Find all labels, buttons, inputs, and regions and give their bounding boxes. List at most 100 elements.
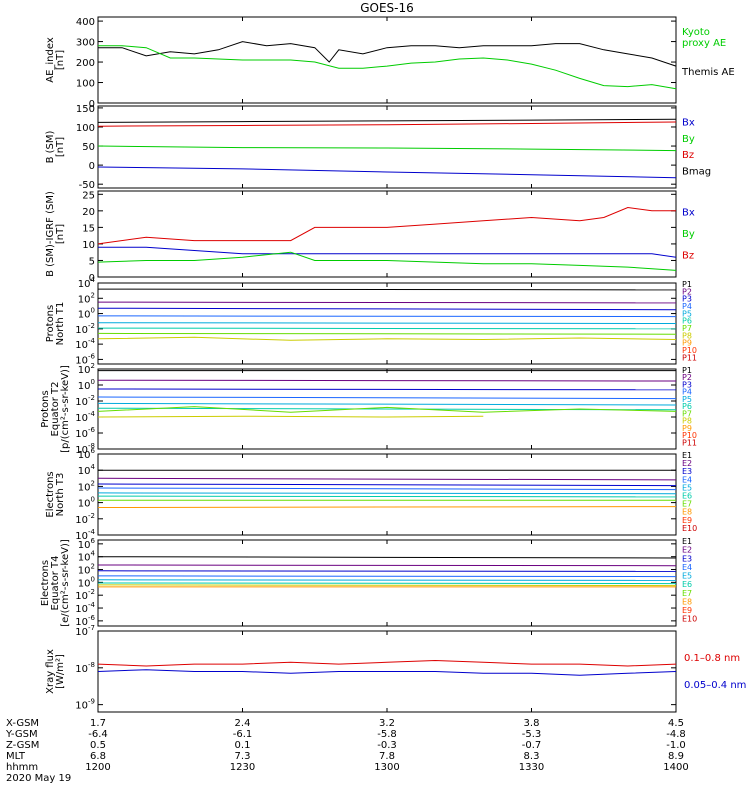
legend-label: By: [682, 134, 695, 145]
y-tick-base: 10: [75, 591, 88, 602]
legend-label: E9: [682, 606, 692, 615]
y-axis-label: Equator T2: [50, 382, 61, 437]
legend-label: P4: [682, 388, 692, 397]
series-line-bx: [97, 166, 677, 179]
series-line-0-05-0-4-nm: [97, 669, 677, 676]
legend-label: P7: [682, 324, 692, 333]
y-tick-label: 5: [89, 256, 95, 267]
x-axis-row-label: 2020 May 19: [6, 773, 71, 784]
legend-label: E4: [682, 475, 692, 484]
y-tick-label: 10-2: [75, 322, 95, 336]
x-tick-label: 7.8: [379, 751, 395, 762]
y-tick-base: 10: [75, 355, 88, 366]
legend-label: P8: [682, 417, 692, 426]
legend-label: 0.05–0.4 nm: [684, 680, 746, 691]
legend-label: Bz: [682, 251, 694, 262]
y-tick-exponent: 2: [91, 362, 95, 370]
y-axis-label: [W/m²]: [55, 654, 66, 689]
y-tick-base: 10: [78, 381, 91, 392]
y-tick-label: 10-2: [75, 512, 95, 526]
y-axis-label: Protons: [45, 305, 56, 342]
legend-label: E5: [682, 483, 692, 492]
x-tick-label: -5.3: [522, 729, 542, 740]
y-tick-exponent: -8: [88, 442, 95, 450]
y-tick-label: 102: [78, 291, 95, 305]
x-tick-label: 1.7: [90, 718, 106, 729]
legend-label: P6: [682, 317, 692, 326]
x-tick-label: 8.9: [668, 751, 684, 762]
series-line-bz: [97, 121, 677, 127]
series-line-p3: [97, 307, 677, 311]
legend-label: E6: [682, 580, 692, 589]
y-tick-base: 10: [78, 279, 91, 290]
y-tick-exponent: -6: [88, 352, 96, 360]
x-axis-row-label: X-GSM: [6, 718, 39, 729]
y-tick-label: 0: [89, 99, 95, 110]
y-tick-label: 50: [82, 142, 95, 153]
legend-label: P2: [682, 287, 692, 296]
y-tick-exponent: -4: [88, 601, 96, 609]
legend-label: Bz: [682, 150, 694, 161]
y-tick-base: 10: [75, 604, 88, 615]
y-axis-label: B (SM): [45, 130, 56, 163]
chart-title: GOES-16: [360, 1, 414, 15]
x-tick-label: 3.2: [379, 718, 395, 729]
series-line-by: [97, 251, 677, 271]
y-tick-exponent: -4: [88, 337, 96, 345]
series-line-e4: [97, 487, 677, 491]
y-axis-label: North T3: [55, 473, 66, 517]
series-line-p6: [97, 327, 677, 330]
y-tick-label: 150: [76, 104, 95, 115]
legend-label: E5: [682, 572, 692, 581]
y-axis-label: [p/(cm²-s-sr-keV)]: [60, 365, 71, 453]
legend-label: P10: [682, 431, 697, 440]
x-tick-label: 8.3: [524, 751, 540, 762]
series-line-e6: [97, 495, 677, 498]
y-tick-label: 100: [76, 123, 95, 134]
legend-label: E9: [682, 516, 692, 525]
legend-label: P1: [682, 366, 692, 375]
series-line-e3: [97, 483, 677, 487]
panel-3: 25 20 15 10 5 0 B (SM)-IGRF (SM) [nT] Bx By Bz: [45, 190, 695, 284]
x-axis-row-label: Y-GSM: [5, 729, 38, 740]
legend-label: E7: [682, 500, 692, 509]
x-axis-row-label: Z-GSM: [6, 740, 39, 751]
y-tick-label: 10-7: [75, 624, 95, 638]
y-tick-label: 10: [82, 240, 95, 251]
y-tick-base: 10: [78, 294, 91, 305]
legend-label: E2: [682, 459, 692, 468]
y-tick-base: 10: [75, 413, 88, 424]
y-tick-label: 100: [78, 378, 95, 392]
series-line-e2: [97, 564, 677, 567]
y-tick-label: 10-4: [75, 337, 95, 351]
series-line-p5: [97, 322, 677, 324]
y-tick-label: 0: [89, 161, 95, 172]
y-axis-label: North T1: [55, 302, 66, 346]
legend-label: Themis AE: [681, 67, 735, 78]
y-axis-label: [nT]: [55, 50, 66, 70]
y-tick-base: 10: [78, 365, 91, 376]
y-tick-base: 10: [75, 397, 88, 408]
legend-label: E8: [682, 508, 692, 517]
series-line-e8: [97, 506, 677, 508]
y-tick-exponent: -2: [88, 394, 95, 402]
y-tick-base: 10: [78, 482, 91, 493]
y-tick-label: 100: [78, 307, 95, 321]
series-line-kyoto-proxy-ae: [98, 45, 677, 90]
y-axis-label: Electrons: [45, 471, 56, 517]
series-line-p5: [97, 402, 677, 406]
series-line-p4: [97, 315, 677, 318]
y-axis-label: AE_index: [45, 37, 56, 83]
y-tick-base: 10: [75, 325, 88, 336]
y-tick-exponent: -2: [88, 512, 95, 520]
y-tick-label: 10-8: [75, 661, 95, 675]
legend-label: P9: [682, 424, 692, 433]
legend-label: Bx: [682, 117, 695, 128]
y-tick-base: 10: [78, 310, 91, 321]
y-tick-exponent: 0: [91, 496, 95, 504]
y-tick-label: 10-6: [75, 426, 95, 440]
x-axis-row-label: hhmm: [6, 762, 38, 773]
y-tick-label: 104: [78, 463, 96, 477]
legend-label: P9: [682, 339, 692, 348]
